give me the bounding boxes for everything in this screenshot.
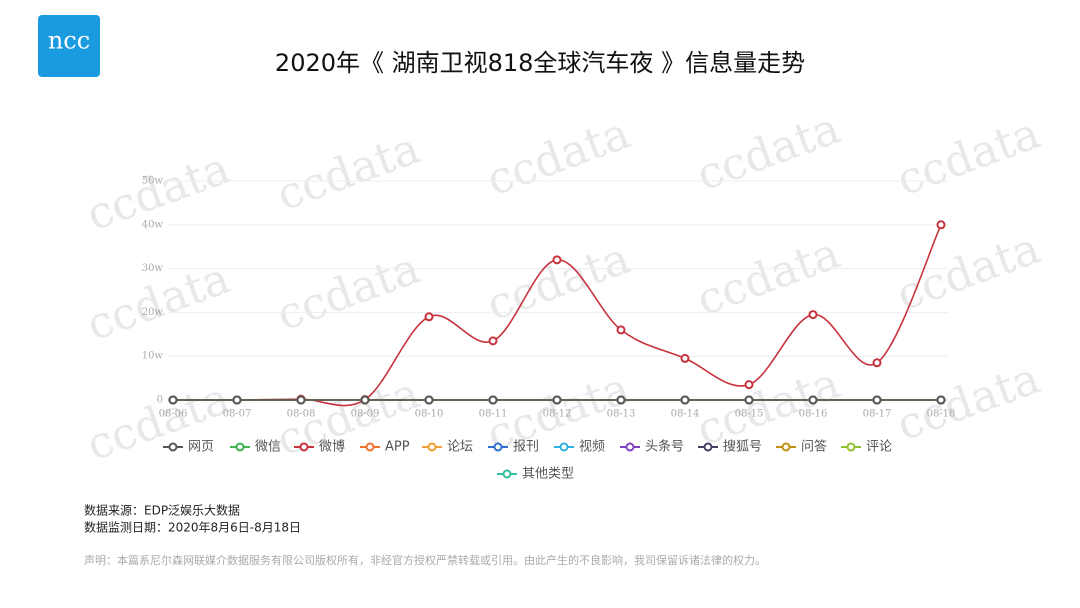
point — [296, 395, 306, 405]
y-tick-label: 40w — [142, 219, 164, 230]
legend-marker — [168, 442, 178, 452]
x-tick-label: 08-17 — [863, 409, 892, 420]
x-tick-label: 08-07 — [223, 409, 252, 420]
watermark: ccdata — [480, 233, 636, 331]
point — [616, 325, 626, 335]
disclaimer: 声明：本篇系尼尔森网联媒介数据服务有限公司版权所有，非经官方授权严禁转载或引用。… — [84, 553, 766, 567]
point — [680, 395, 690, 405]
legend-marker — [625, 442, 635, 452]
legend-label: 微信 — [255, 440, 281, 455]
y-tick-label: 50w — [142, 176, 164, 187]
date-range: 数据监测日期：2020年8月6日-8月18日 — [84, 520, 301, 535]
point — [360, 395, 370, 405]
x-tick-label: 08-11 — [479, 409, 508, 420]
point — [552, 395, 562, 405]
source: 数据来源：EDP泛娱乐大数据 — [84, 503, 240, 518]
point — [168, 395, 178, 405]
legend-label: 搜狐号 — [723, 440, 762, 455]
legend-marker — [365, 442, 375, 452]
y-tick-label: 0 — [157, 395, 163, 406]
legend-label: 头条号 — [645, 439, 684, 455]
point — [808, 310, 818, 320]
legend-label: APP — [385, 440, 410, 455]
point — [744, 380, 754, 390]
watermark: ccdata — [690, 228, 846, 326]
point — [680, 353, 690, 363]
point — [232, 395, 242, 405]
legend-label: 其他类型 — [522, 467, 574, 482]
watermark: ccdata — [270, 243, 426, 341]
x-tick-label: 08-15 — [735, 409, 764, 420]
legend-label: 视频 — [579, 440, 605, 455]
logo-box — [38, 15, 100, 77]
chart-title: 2020年《 湖南卫视818全球汽车夜 》信息量走势 — [275, 49, 805, 77]
legend-label: 问答 — [801, 439, 827, 455]
legend-marker — [493, 442, 503, 452]
legend-marker — [559, 442, 569, 452]
point — [808, 395, 818, 405]
watermark: ccdata — [480, 108, 636, 206]
point — [552, 255, 562, 265]
x-tick-label: 08-06 — [159, 409, 188, 420]
point — [872, 358, 882, 368]
y-tick-label: 30w — [142, 263, 164, 274]
x-tick-label: 08-14 — [671, 409, 700, 420]
legend-label: 报刊 — [513, 440, 539, 455]
y-tick-label: 20w — [142, 307, 164, 318]
y-tick-label: 10w — [142, 351, 164, 362]
point — [488, 395, 498, 405]
x-tick-label: 08-08 — [287, 409, 316, 420]
legend-marker — [427, 442, 437, 452]
point — [424, 312, 434, 322]
x-tick-label: 08-18 — [927, 409, 956, 420]
x-tick-label: 08-12 — [543, 409, 572, 420]
x-tick-label: 08-16 — [799, 409, 828, 420]
legend-label: 评论 — [866, 440, 892, 455]
legend-label: 网页 — [188, 440, 214, 455]
watermark: ccdata — [890, 353, 1046, 451]
point — [872, 395, 882, 405]
watermark: ccdata — [270, 123, 426, 221]
watermark: ccdata — [890, 223, 1046, 321]
legend-marker — [299, 442, 309, 452]
legend-marker — [781, 442, 791, 452]
watermark: ccdata — [890, 108, 1046, 206]
watermark: ccdata — [80, 373, 236, 471]
point — [744, 395, 754, 405]
legend-label: 微博 — [319, 440, 345, 455]
x-tick-label: 08-13 — [607, 409, 636, 420]
point — [488, 336, 498, 346]
legend-marker — [235, 442, 245, 452]
logo: ncc — [48, 27, 90, 55]
point — [616, 395, 626, 405]
point — [936, 395, 946, 405]
point — [424, 395, 434, 405]
legend-label: 论坛 — [447, 440, 473, 455]
x-tick-label: 08-10 — [415, 409, 444, 420]
point — [936, 220, 946, 230]
legend-marker — [846, 442, 856, 452]
legend-marker — [502, 469, 512, 479]
x-tick-label: 08-09 — [351, 409, 380, 420]
watermark: ccdata — [690, 103, 846, 201]
legend-marker — [703, 442, 713, 452]
